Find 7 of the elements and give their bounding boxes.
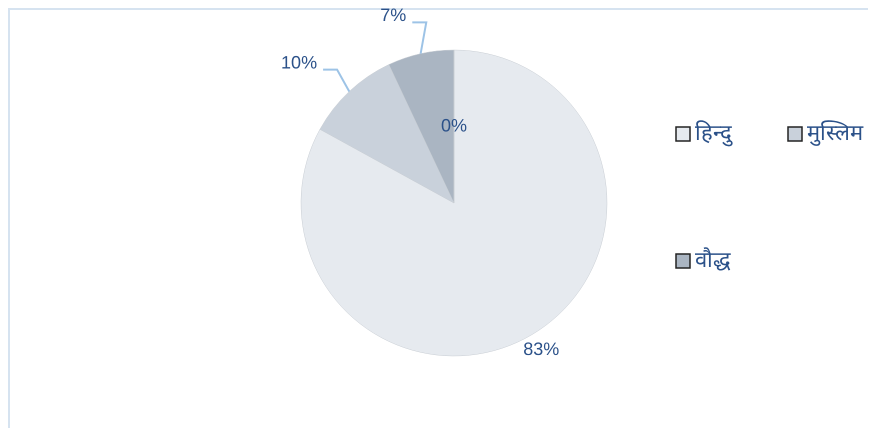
legend-label: वौद्ध <box>695 247 731 274</box>
data-label: 83% <box>523 339 560 360</box>
data-label: 7% <box>380 5 406 26</box>
legend-label: हिन्दु <box>695 120 733 148</box>
legend-label: मुस्लिम <box>807 120 864 146</box>
data-label: 10% <box>281 52 318 72</box>
text: 0% <box>440 115 468 136</box>
